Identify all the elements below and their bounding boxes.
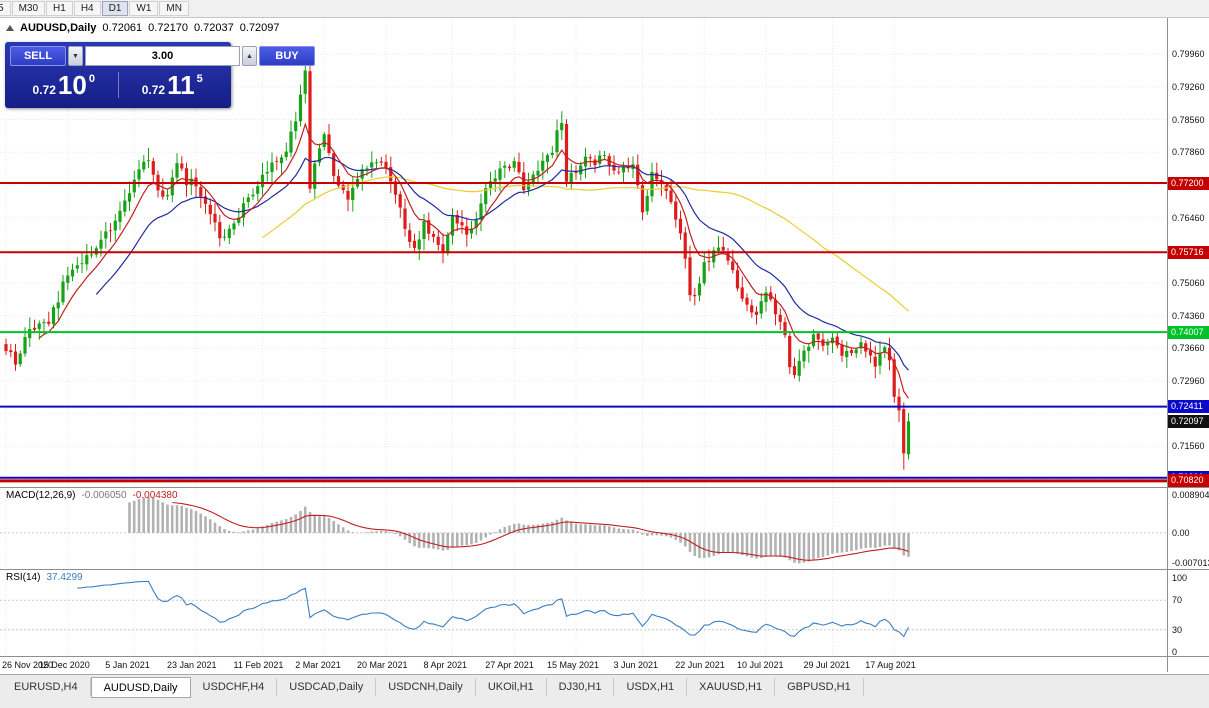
chart-tab-usdcnh-daily[interactable]: USDCNH,Daily [376,678,476,696]
line-price-tag: 0.77200 [1168,176,1209,190]
chart-tab-audusd-daily[interactable]: AUDUSD,Daily [90,677,191,698]
price-axis-tick: 0.72960 [1172,376,1205,386]
sell-price-pip-digit: 0 [88,73,95,85]
chart-tab-dj30-h1[interactable]: DJ30,H1 [547,678,615,696]
time-axis-label: 8 Apr 2021 [423,660,468,670]
chart-tab-ukoil-h1[interactable]: UKOil,H1 [476,678,547,696]
macd-panel-splitter[interactable] [0,487,1209,488]
bar-high-value: 0.72170 [148,22,188,34]
time-axis-separator [0,656,1209,657]
macd-name: MACD(12,26,9) [6,490,76,501]
sell-price-big-digits: 10 [57,70,87,100]
time-axis-label: 22 Jun 2021 [675,660,725,670]
sell-price-prefix: 0.72 [32,83,56,97]
buy-price-prefix: 0.72 [141,83,166,97]
collapse-panel-icon[interactable] [6,25,14,31]
price-axis-tick: 0.73660 [1172,343,1205,354]
time-axis-label: 15 May 2021 [547,660,600,670]
line-price-tag: 0.70820 [1168,474,1209,488]
price-axis-tick: 0.76460 [1172,212,1205,223]
timeframe-button-d1[interactable]: D1 [101,1,129,16]
bar-low-value: 0.72037 [193,22,234,34]
buy-price-pip-digit: 5 [196,73,203,85]
line-price-tag: 0.72411 [1168,400,1209,414]
timeframe-toolbar: 5 M30 H1 H4 D1 W1 MN [0,0,1209,18]
trade-prices-row: 0.72 10 0 0.72 11 5 [10,66,226,104]
rsi-value: 37.4299 [46,572,83,583]
one-click-trading-panel: SELL ▼ ▲ BUY 0.72 10 0 0.72 11 5 [5,42,315,108]
chart-tab-usdcad-daily[interactable]: USDCAD,Daily [277,678,377,696]
time-axis-label: 26 Nov 2020 [2,660,54,670]
time-axis-label: 3 Jun 2021 [613,660,659,670]
time-axis-label: 15 Dec 2020 [38,660,90,670]
timeframe-button-5[interactable]: 5 [0,1,11,16]
line-price-tag: 0.74007 [1168,325,1209,339]
timeframe-button-h4[interactable]: H4 [73,1,101,16]
time-axis: 26 Nov 2020 15 Dec 2020 5 Jan 2021 23 Jan 2… [0,656,1167,674]
macd-axis-tick: 0.00 [1172,527,1190,538]
time-axis-label: 5 Jan 2021 [105,660,150,670]
time-axis-label: 10 Jul 2021 [737,660,784,670]
time-axis-label: 11 Feb 2021 [233,660,284,670]
price-axis-tick: 0.75060 [1172,277,1205,288]
price-axis-tick: 0.79260 [1172,81,1205,92]
rsi-name: RSI(14) [6,572,41,583]
macd-main-value: -0.006050 [81,490,127,501]
time-axis-label: 29 Jul 2021 [803,660,851,670]
candlestick-chart[interactable] [0,18,1167,656]
chart-tab-gbpusd-h1[interactable]: GBPUSD,H1 [775,678,864,696]
trade-controls-row: SELL ▼ ▲ BUY [10,46,315,66]
timeframe-button-w1[interactable]: W1 [129,1,159,16]
macd-axis-tick: 0.008904 [1172,490,1209,501]
chart-tab-usdchf-h4[interactable]: USDCHF,H4 [191,678,278,696]
bar-close-value: 0.72097 [239,22,280,34]
buy-price-display[interactable]: 0.72 11 5 [119,70,227,100]
sell-button[interactable]: SELL [10,46,66,66]
volume-increase-icon[interactable]: ▲ [242,46,257,66]
time-axis-label: 23 Jan 2021 [167,660,217,670]
rsi-axis-tick: 100 [1172,573,1188,583]
price-divider [117,72,119,98]
macd-indicator-label: MACD(12,26,9) -0.006050 -0.004380 [6,490,178,501]
volume-dropdown-icon[interactable]: ▼ [68,46,83,66]
rsi-axis-tick: 0 [1172,647,1178,657]
timeframe-button-mn[interactable]: MN [159,1,189,16]
timeframe-button-m30[interactable]: M30 [11,1,46,16]
price-axis-tick: 0.79960 [1172,49,1205,60]
chart-symbol-label: AUDUSD,Daily [20,22,97,34]
sell-price-display[interactable]: 0.72 10 0 [10,70,118,100]
chart-tab-usdx-h1[interactable]: USDX,H1 [614,678,688,696]
buy-price-big-digits: 11 [167,70,195,100]
macd-signal-value: -0.004380 [132,490,178,501]
line-price-tag: 0.75716 [1168,245,1209,259]
buy-button[interactable]: BUY [259,46,315,66]
volume-input[interactable] [85,46,240,66]
bid-price-tag: 0.72097 [1168,414,1209,428]
rsi-axis-tick: 30 [1172,624,1183,635]
chart-tab-xauusd-h1[interactable]: XAUUSD,H1 [687,678,776,696]
time-axis-label: 27 Apr 2021 [485,660,534,670]
time-axis-label: 20 Mar 2021 [357,660,408,670]
price-axis-tick: 0.78560 [1172,114,1205,125]
time-axis-label: 17 Aug 2021 [865,660,916,670]
price-axis-tick: 0.74360 [1172,310,1205,321]
rsi-indicator-label: RSI(14) 37.4299 [6,572,83,583]
time-axis-label: 2 Mar 2021 [295,660,341,670]
chart-tab-eurusd-h4[interactable]: EURUSD,H4 [2,678,91,696]
timeframe-button-h1[interactable]: H1 [46,1,73,16]
price-axis-tick: 0.77860 [1172,147,1205,158]
chart-header: AUDUSD,Daily 0.72061 0.72170 0.72037 0.7… [6,22,279,34]
macd-axis-tick: -0.007013 [1172,557,1209,568]
price-axis: 0.79960 0.79260 0.78560 0.77860 0.76460 0.750… [1167,18,1209,672]
chart-tab-bar: EURUSD,H4 AUDUSD,Daily USDCHF,H4 USDCAD,Dai… [0,674,1209,708]
price-axis-tick: 0.71560 [1172,441,1205,452]
rsi-axis-tick: 70 [1172,595,1183,606]
rsi-panel-splitter[interactable] [0,569,1209,570]
bar-open-value: 0.72061 [102,22,143,34]
